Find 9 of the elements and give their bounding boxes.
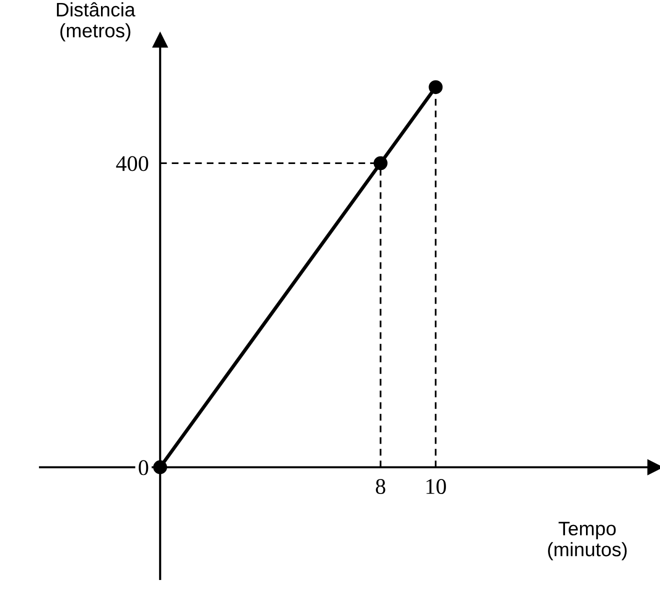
y-tick-label: 400 (116, 156, 148, 172)
y-tick-label: 0 (138, 460, 148, 476)
x-axis-title: Tempo (minutos) (548, 522, 627, 560)
y-axis-title: Distância (metros) (56, 2, 136, 42)
point (374, 156, 388, 170)
point (153, 460, 168, 474)
x-tick-label: 10 (426, 479, 446, 494)
x-tick-label: 8 (376, 479, 386, 494)
point (428, 80, 443, 94)
